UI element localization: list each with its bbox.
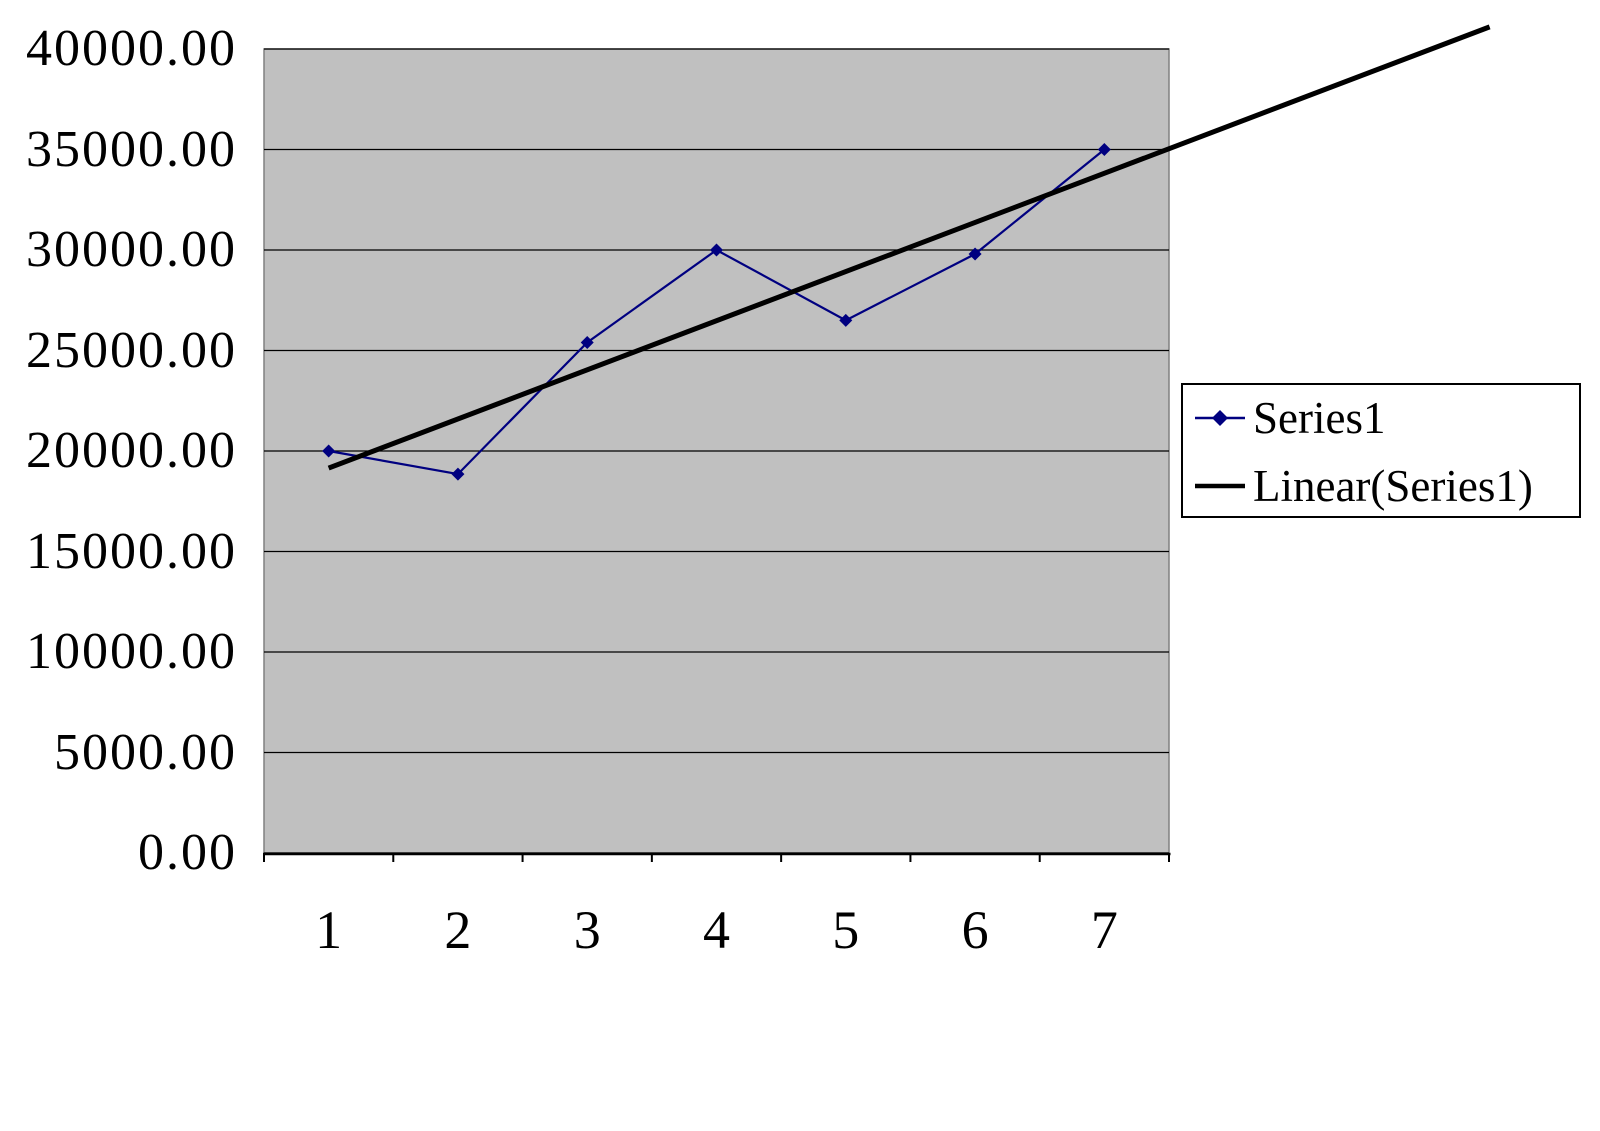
legend-entry-linear-series1[interactable]: Linear(Series1): [1193, 461, 1533, 511]
y-axis-tick-label: 25000.00: [26, 321, 237, 379]
series1-point-marker[interactable]: [580, 335, 594, 349]
series1-point-marker[interactable]: [968, 247, 982, 261]
y-axis-tick-label: 20000.00: [26, 422, 237, 479]
x-axis-tick-label: 6: [961, 900, 989, 960]
x-axis-tick-label: 3: [573, 900, 601, 960]
x-axis-tick-label: 5: [832, 900, 860, 960]
series1-point-marker[interactable]: [1097, 143, 1111, 156]
series1-point-marker[interactable]: [710, 243, 723, 257]
y-axis-tick-label: 40000.00: [26, 20, 237, 77]
y-axis-tick-label: 30000.00: [26, 221, 237, 278]
trendline[interactable]: [327, 24, 1491, 471]
series1-point-marker[interactable]: [322, 444, 336, 458]
series1-point-marker[interactable]: [451, 467, 465, 481]
legend-label-linear-series1: Linear(Series1): [1253, 461, 1533, 511]
series1-point-marker[interactable]: [839, 313, 853, 327]
x-axis-tick-label: 7: [1090, 900, 1118, 960]
series1-legend-marker-icon: [1195, 410, 1245, 426]
y-axis-tick-label: 0.00: [138, 824, 237, 881]
legend-entry-series1[interactable]: Series1: [1193, 393, 1385, 443]
x-axis-tick-label: 2: [444, 900, 472, 960]
trendline-legend-marker-icon: [1195, 483, 1245, 489]
x-axis-tick-label: 4: [703, 900, 730, 960]
y-axis-tick-label: 15000.00: [26, 522, 237, 580]
legend[interactable]: Series1 Linear(Series1): [1181, 383, 1581, 518]
legend-label-series1: Series1: [1253, 393, 1386, 443]
y-axis-tick-label: 10000.00: [26, 623, 237, 680]
y-axis-tick-label: 5000.00: [54, 723, 237, 781]
x-axis-tick-label: 1: [315, 900, 343, 960]
y-axis-tick-label: 35000.00: [26, 120, 237, 178]
